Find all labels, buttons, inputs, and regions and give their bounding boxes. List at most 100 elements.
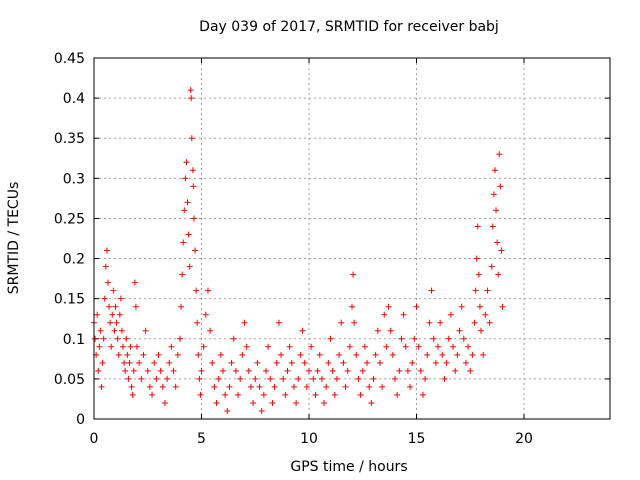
data-point xyxy=(112,303,119,310)
data-point xyxy=(130,367,137,374)
data-point xyxy=(104,279,111,286)
data-point xyxy=(161,399,168,406)
data-point xyxy=(102,263,109,270)
data-point xyxy=(106,303,113,310)
data-point xyxy=(473,255,480,262)
data-point xyxy=(351,319,358,326)
data-point xyxy=(232,367,239,374)
data-point xyxy=(417,367,424,374)
data-point xyxy=(306,367,312,374)
data-point xyxy=(471,319,478,326)
data-point xyxy=(247,383,254,390)
data-point xyxy=(174,351,181,358)
data-point xyxy=(450,343,457,350)
data-point xyxy=(202,311,209,318)
data-point xyxy=(177,335,183,342)
data-point xyxy=(194,319,201,326)
data-point xyxy=(209,359,216,366)
data-point xyxy=(494,239,501,246)
y-tick-label: 0.15 xyxy=(54,292,85,308)
y-axis-label: SRMTID / TECUs xyxy=(6,182,22,295)
chart-title: Day 039 of 2017, SRMTID for receiver bab… xyxy=(199,19,499,35)
data-point xyxy=(357,391,364,398)
data-point xyxy=(426,319,433,326)
data-point xyxy=(136,359,143,366)
data-point xyxy=(180,239,187,246)
data-point xyxy=(258,407,265,414)
data-point xyxy=(445,335,452,342)
data-point xyxy=(288,359,295,366)
data-point xyxy=(213,399,220,406)
data-point xyxy=(308,343,315,350)
data-point xyxy=(181,207,188,214)
data-point xyxy=(182,175,189,182)
y-tick-label: 0.2 xyxy=(63,252,85,268)
data-point xyxy=(387,327,394,334)
data-point xyxy=(284,367,291,374)
data-point xyxy=(447,311,454,318)
x-tick-label: 5 xyxy=(197,431,206,447)
data-point xyxy=(243,343,250,350)
data-point xyxy=(460,335,467,342)
data-point xyxy=(484,287,491,294)
data-point xyxy=(392,375,398,382)
data-point xyxy=(364,359,371,366)
data-point xyxy=(273,359,280,366)
data-point xyxy=(222,391,229,398)
data-point xyxy=(151,359,158,366)
data-point xyxy=(443,359,450,366)
data-point xyxy=(245,367,252,374)
data-point xyxy=(114,335,121,342)
data-point xyxy=(482,311,489,318)
data-point xyxy=(355,375,362,382)
data-point xyxy=(144,367,151,374)
data-point xyxy=(122,367,129,374)
data-point xyxy=(95,367,102,374)
x-tick-label: 10 xyxy=(300,431,318,447)
data-point xyxy=(96,343,103,350)
data-point xyxy=(398,335,405,342)
data-point xyxy=(166,359,173,366)
data-point xyxy=(237,375,244,382)
data-point xyxy=(467,367,474,374)
data-point xyxy=(113,319,120,326)
data-point xyxy=(164,375,171,382)
data-point xyxy=(121,359,128,366)
data-point xyxy=(353,351,360,358)
data-point xyxy=(370,375,377,382)
data-point xyxy=(389,351,396,358)
data-point xyxy=(424,351,431,358)
data-point xyxy=(168,343,175,350)
data-point xyxy=(124,351,131,358)
y-tick-label: 0.05 xyxy=(54,372,85,388)
data-point xyxy=(189,167,196,174)
data-point xyxy=(127,343,134,350)
data-point xyxy=(496,151,503,158)
data-point xyxy=(475,271,482,278)
data-point xyxy=(252,375,259,382)
data-point xyxy=(211,383,218,390)
data-point xyxy=(394,391,401,398)
data-point xyxy=(338,319,345,326)
data-point xyxy=(215,375,222,382)
data-point xyxy=(241,319,248,326)
data-point xyxy=(101,295,108,302)
data-point xyxy=(196,375,203,382)
data-point xyxy=(376,359,383,366)
data-point xyxy=(92,335,99,342)
data-point xyxy=(128,383,135,390)
data-point xyxy=(220,367,226,374)
data-point xyxy=(327,335,334,342)
data-point xyxy=(193,287,200,294)
data-point xyxy=(195,351,202,358)
data-point xyxy=(329,367,336,374)
data-point xyxy=(269,399,276,406)
y-tick-label: 0.35 xyxy=(54,131,85,147)
data-point xyxy=(495,271,502,278)
data-point xyxy=(336,351,343,358)
data-point xyxy=(146,383,153,390)
data-point xyxy=(186,263,193,270)
data-point xyxy=(200,343,207,350)
y-tick-label: 0.25 xyxy=(54,211,85,227)
data-point xyxy=(123,335,130,342)
